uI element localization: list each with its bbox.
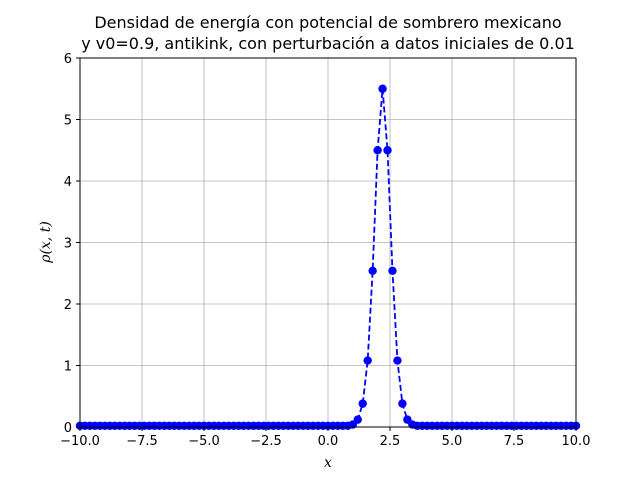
y-axis-label: ρ(x, t) [38, 221, 54, 264]
y-tick-label: 4 [64, 175, 72, 190]
y-tick-label: 0 [64, 421, 72, 436]
x-axis: −10.0 −7.5 −5.0 −2.5 0.0 2.5 5.0 7.5 10.0 [60, 427, 590, 449]
data-point [383, 146, 392, 155]
chart-title-line-2: y v0=0.9, antikink, con perturbación a d… [81, 34, 575, 53]
y-tick-label: 2 [64, 298, 72, 313]
data-point [398, 399, 407, 408]
x-tick-label: −7.5 [126, 434, 158, 449]
data-point [358, 399, 367, 408]
data-point [363, 356, 372, 365]
y-tick-label: 5 [64, 114, 72, 129]
x-tick-label: 10.0 [562, 434, 591, 449]
data-point [393, 356, 402, 365]
data-point [353, 415, 362, 424]
series-energy-density [75, 84, 581, 430]
y-tick-label: 6 [64, 52, 72, 67]
x-tick-label: −5.0 [188, 434, 220, 449]
data-point [368, 266, 377, 275]
x-tick-label: 5.0 [442, 434, 463, 449]
data-point [373, 146, 382, 155]
data-point [378, 84, 387, 93]
x-tick-label: −10.0 [60, 434, 100, 449]
x-tick-label: 0.0 [318, 434, 339, 449]
x-axis-label: x [324, 455, 332, 471]
x-tick-label: 7.5 [504, 434, 525, 449]
y-axis: 0 1 2 3 4 5 6 [64, 52, 80, 436]
x-tick-label: 2.5 [380, 434, 401, 449]
grid [79, 57, 577, 428]
data-point [388, 266, 397, 275]
y-tick-label: 3 [64, 237, 72, 252]
x-tick-label: −2.5 [250, 434, 282, 449]
chart-title-line-1: Densidad de energía con potencial de som… [94, 13, 561, 32]
y-tick-label: 1 [64, 360, 72, 375]
